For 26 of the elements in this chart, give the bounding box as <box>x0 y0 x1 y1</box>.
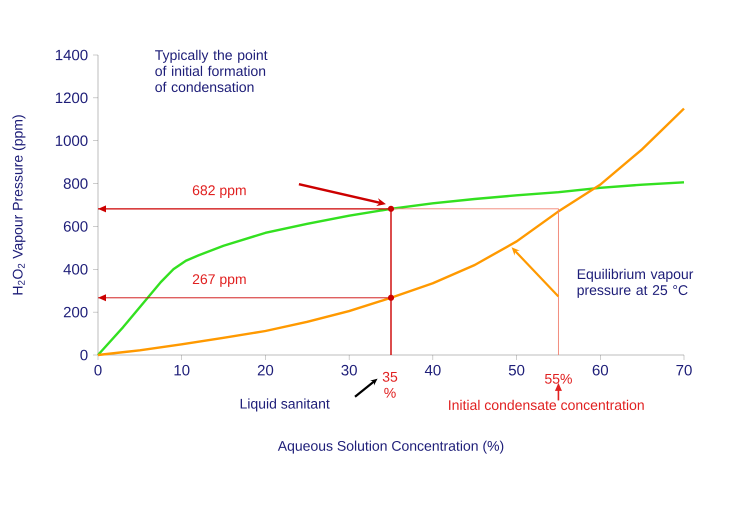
text: 35 % <box>382 372 398 398</box>
y-tick-label: 600 <box>64 221 88 232</box>
text: 55% <box>544 374 572 384</box>
annotation: 682 ppm <box>192 185 246 198</box>
y-tick-label: 1200 <box>56 92 88 104</box>
x-tick-label: 30 <box>341 364 357 376</box>
y-tick-label: 0 <box>80 350 88 360</box>
x-tick-label: 50 <box>508 364 524 376</box>
x-tick-label: 70 <box>676 364 692 376</box>
y-tick-label: 1000 <box>56 135 88 146</box>
x-tick-label: 60 <box>592 364 608 376</box>
annotation: Typically the point of initial formation of condensation <box>155 50 268 92</box>
y-tick-label: 800 <box>64 178 88 189</box>
y-tick-label: 200 <box>64 306 88 318</box>
y-tick-label: 400 <box>63 264 88 275</box>
y-axis-title: H$_{2}$O$_{2}$ Vapour Pressure (ppm) <box>12 115 26 294</box>
x-tick-label: 10 <box>174 364 190 376</box>
x-tick-label: 40 <box>424 364 441 376</box>
annotation: Equilibrium vapour pressure at 25 °C <box>578 268 694 298</box>
x-tick-label: 20 <box>258 364 274 376</box>
y-tick-label: 1400 <box>56 50 88 60</box>
text: Liquid sanitant <box>240 398 330 412</box>
x-tick-label: 0 <box>94 364 102 376</box>
x-axis-title: Aqueous Solution Concentration (%) <box>278 440 504 454</box>
annotation: 267 ppm <box>192 274 246 287</box>
text: Initial condensate concentration <box>449 400 644 410</box>
